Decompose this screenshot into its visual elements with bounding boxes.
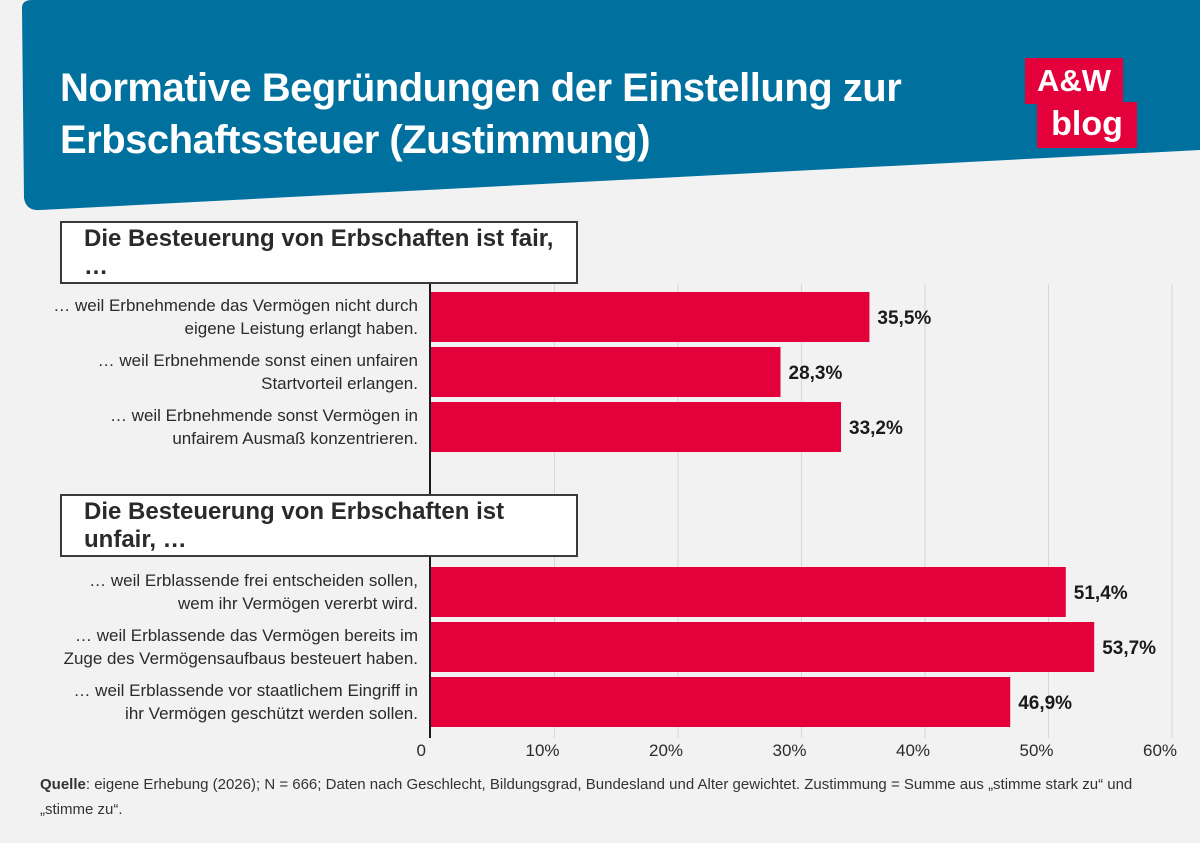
source-note: Quelle: eigene Erhebung (2026); N = 666;… <box>40 772 1170 822</box>
chart-title-line-1: Normative Begründungen der Einstellung z… <box>60 66 902 110</box>
category-label-line-1: … weil Erblassende frei entscheiden soll… <box>89 571 418 590</box>
tick-label-60: 60% <box>1143 741 1177 760</box>
value-label-group2-item3: 46,9% <box>1018 693 1072 714</box>
logo-bottom: blog <box>1037 102 1137 148</box>
category-label-line-1: … weil Erbnehmende sonst einen unfairen <box>97 351 418 370</box>
tick-label-40: 40% <box>896 741 930 760</box>
category-label-line-2: eigene Leistung erlangt haben. <box>184 319 418 338</box>
category-label-group1-item2: … weil Erbnehmende sonst einen unfairen S… <box>0 349 418 395</box>
source-text: : eigene Erhebung (2026); N = 666; Daten… <box>40 776 1133 818</box>
tick-label-30: 30% <box>772 741 806 760</box>
category-label-line-2: ihr Vermögen geschützt werden sollen. <box>125 704 418 723</box>
bar-group1-item2 <box>431 347 781 397</box>
value-label-group1-item2: 28,3% <box>789 363 843 384</box>
category-label-line-2: Startvorteil erlangen. <box>261 374 418 393</box>
category-label-line-1: … weil Erblassende vor staatlichem Eingr… <box>73 681 418 700</box>
value-label-group2-item1: 51,4% <box>1074 583 1128 604</box>
category-label-line-2: wem ihr Vermögen vererbt wird. <box>178 594 418 613</box>
value-labels: 35,5% 28,3% 33,2% 51,4% 53,7% 46,9% <box>789 308 1157 714</box>
value-label-group2-item2: 53,7% <box>1102 638 1156 659</box>
tick-labels: 0 10% 20% 30% 40% 50% 60% <box>417 741 1177 760</box>
category-label-group1-item3: … weil Erbnehmende sonst Vermögen in unfa… <box>0 404 418 450</box>
bars <box>431 292 1095 727</box>
category-label-line-1: … weil Erblassende das Vermögen bereits … <box>75 626 418 645</box>
bar-group2-item2 <box>431 622 1095 672</box>
bar-group1-item3 <box>431 402 842 452</box>
category-label-line-1: … weil Erbnehmende das Vermögen nicht du… <box>53 296 418 315</box>
section-title-fair: Die Besteuerung von Erbschaften ist fair… <box>60 221 578 284</box>
tick-label-50: 50% <box>1019 741 1053 760</box>
value-label-group1-item3: 33,2% <box>849 418 903 439</box>
header-background <box>22 0 1200 211</box>
chart-title: Normative Begründungen der Einstellung z… <box>60 62 940 166</box>
header-band <box>22 0 1200 211</box>
logo-top: A&W <box>1025 58 1123 104</box>
bar-group1-item1 <box>431 292 870 342</box>
bar-group2-item1 <box>431 567 1066 617</box>
category-label-group2-item1: … weil Erblassende frei entscheiden soll… <box>0 569 418 615</box>
category-label-group2-item3: … weil Erblassende vor staatlichem Eingr… <box>0 679 418 725</box>
category-label-line-1: … weil Erbnehmende sonst Vermögen in <box>109 406 418 425</box>
tick-label-10: 10% <box>525 741 559 760</box>
category-label-group1-item1: … weil Erbnehmende das Vermögen nicht du… <box>0 294 418 340</box>
category-label-line-2: unfairem Ausmaß konzentrieren. <box>172 429 418 448</box>
section-title-unfair: Die Besteuerung von Erbschaften ist unfa… <box>60 494 578 557</box>
bar-group2-item3 <box>431 677 1011 727</box>
tick-label-20: 20% <box>649 741 683 760</box>
bar-chart: 35,5% 28,3% 33,2% 51,4% 53,7% 46,9% 0 10% 20% 30… <box>417 284 1177 760</box>
chart-title-line-2: Erbschaftssteuer (Zustimmung) <box>60 118 651 162</box>
category-label-group2-item2: … weil Erblassende das Vermögen bereits … <box>0 624 418 670</box>
aw-blog-logo: A&W blog <box>1025 58 1137 148</box>
category-label-line-2: Zuge des Vermögensaufbaus besteuert habe… <box>63 649 418 668</box>
value-label-group1-item1: 35,5% <box>877 308 931 329</box>
tick-label-0: 0 <box>417 741 426 760</box>
source-label: Quelle <box>40 776 86 793</box>
